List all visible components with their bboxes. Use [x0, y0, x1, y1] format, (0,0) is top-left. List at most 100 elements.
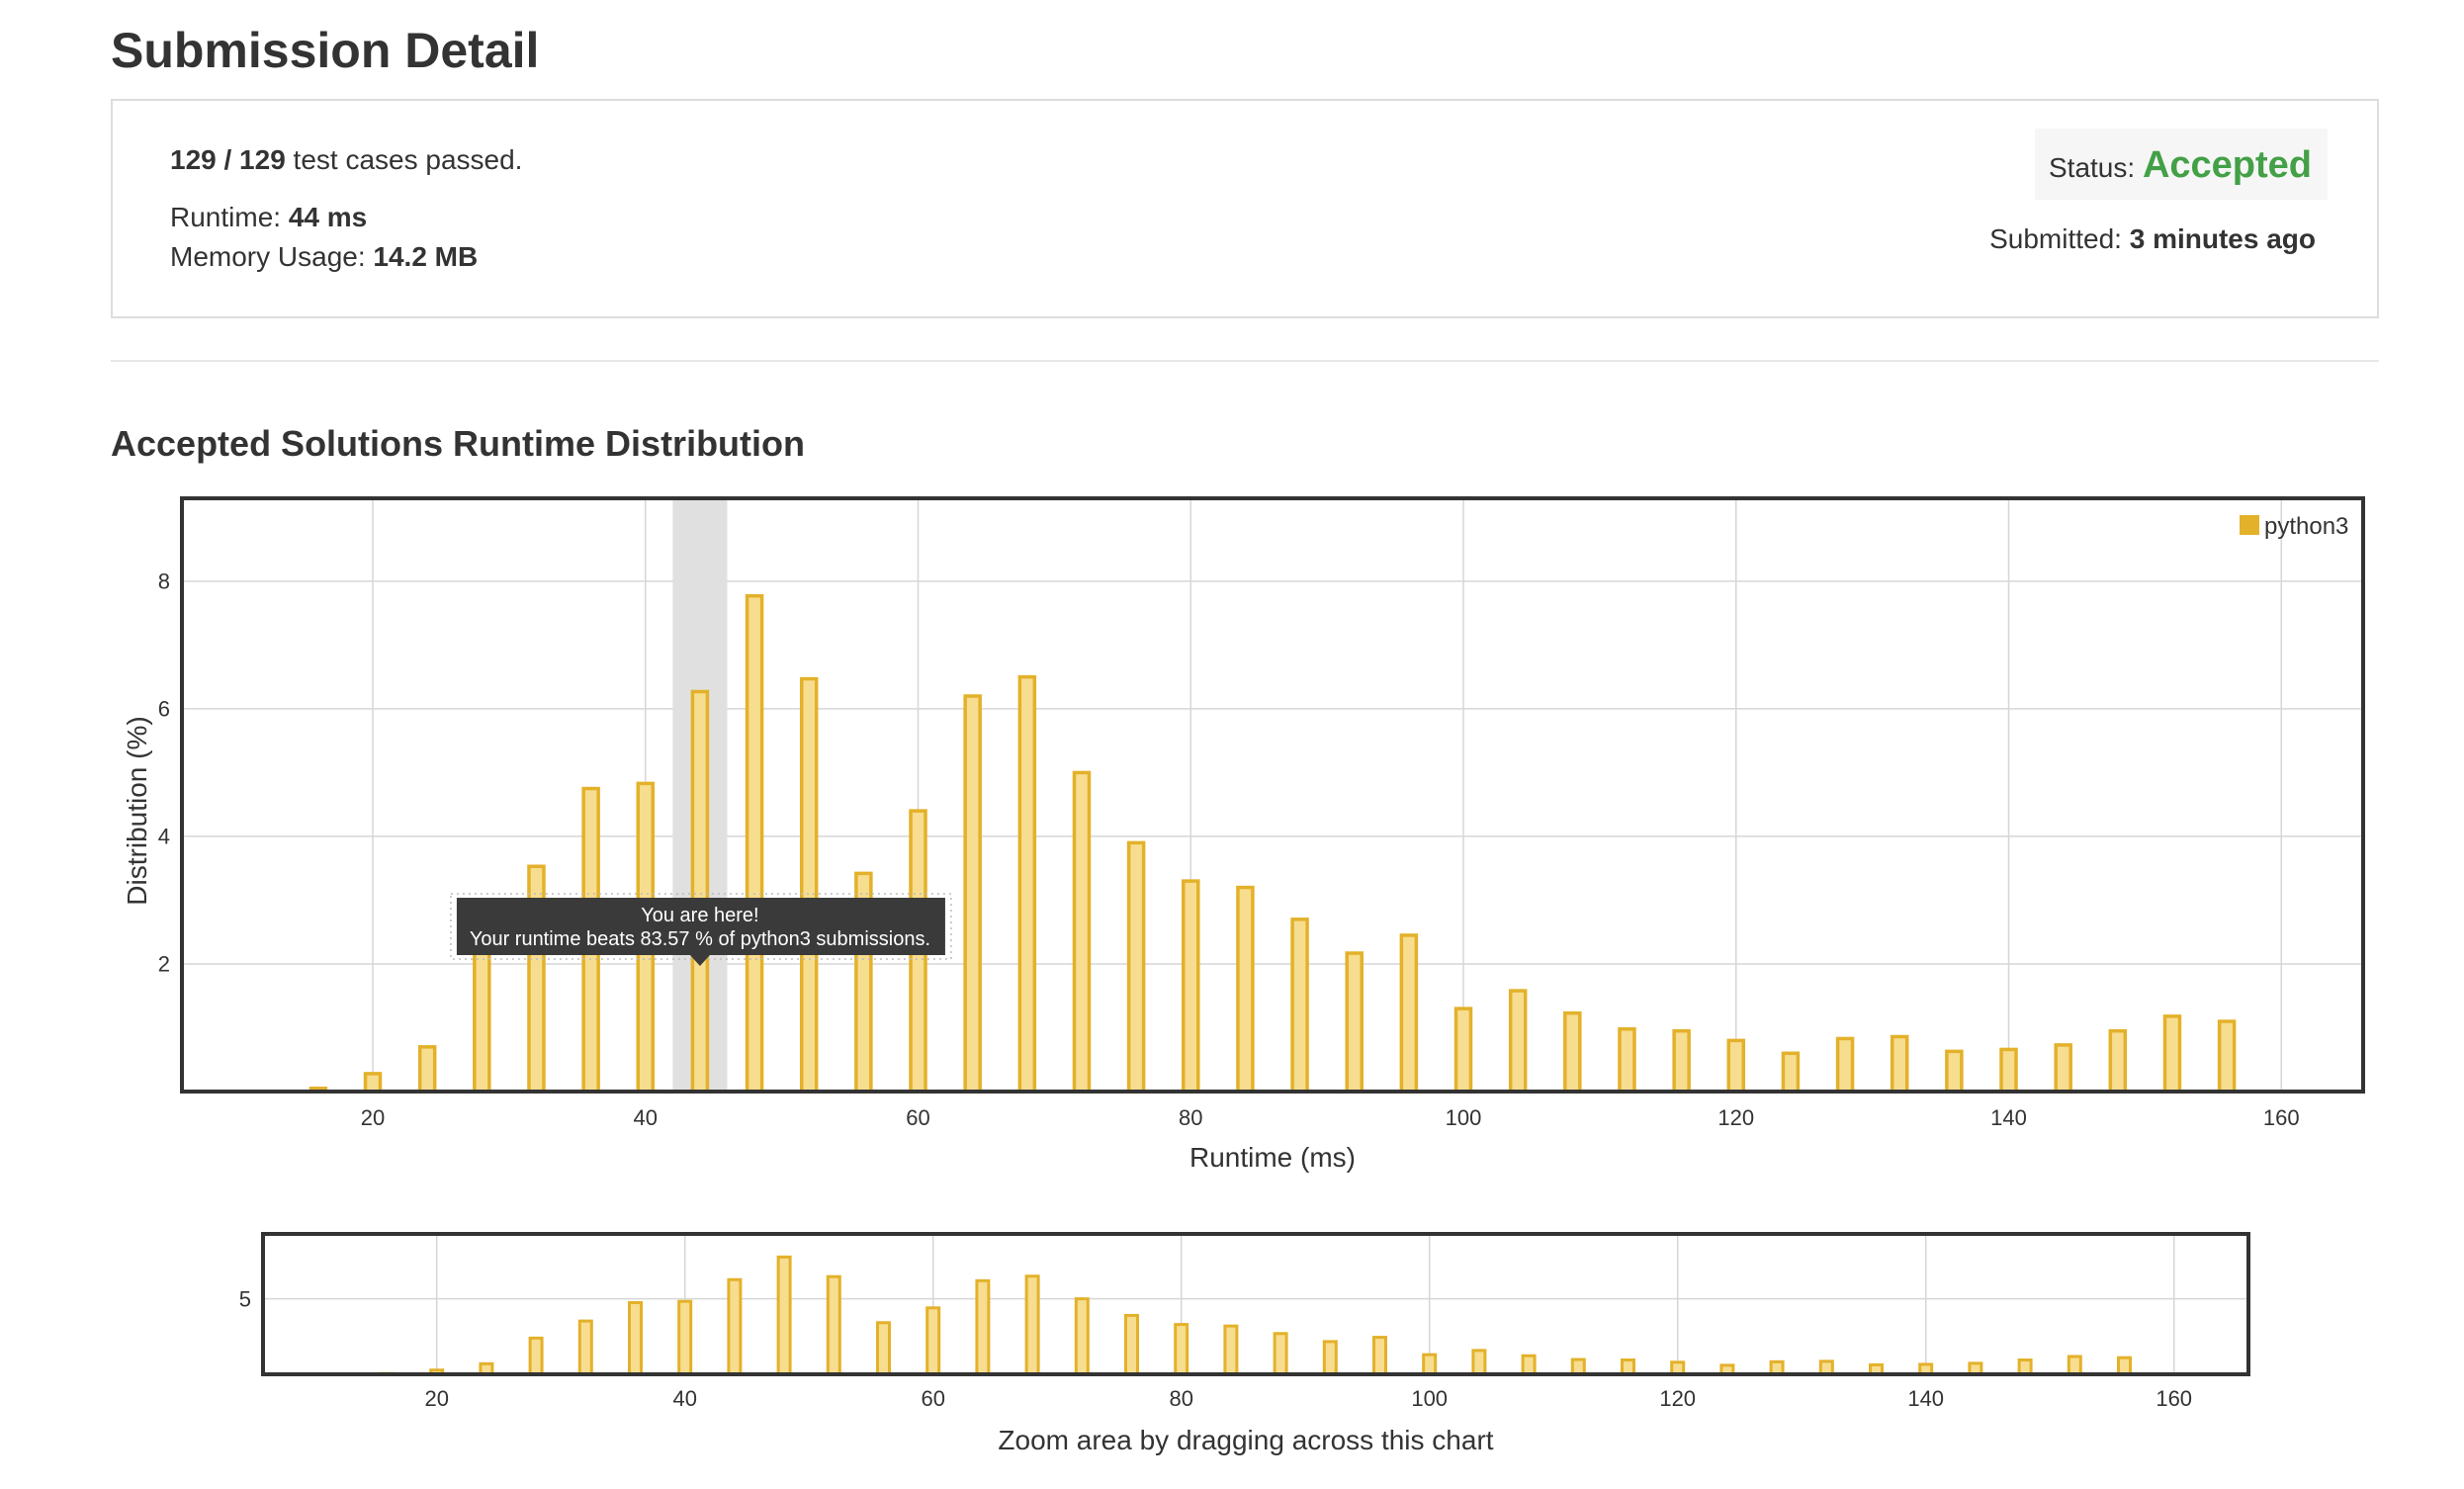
- main-chart-bar: [1672, 1028, 1691, 1094]
- main-chart-x-tick-label: 140: [1990, 1105, 2027, 1130]
- main-chart-x-tick-label: 100: [1446, 1105, 1482, 1130]
- main-chart-x-tick-label: 80: [1179, 1105, 1202, 1130]
- zoom-chart-bar: [2017, 1358, 2033, 1376]
- zoom-chart-bar: [628, 1300, 643, 1376]
- zoom-chart-bar: [876, 1321, 891, 1376]
- zoom-chart-x-tick-label: 100: [1411, 1386, 1448, 1411]
- zoom-chart-bar: [1422, 1353, 1438, 1376]
- main-chart-x-tick-label: 40: [634, 1105, 658, 1130]
- main-chart-bar: [1563, 1010, 1582, 1094]
- main-chart-bar: [1345, 951, 1364, 1094]
- main-chart-bar: [1017, 674, 1037, 1094]
- test-cases-suffix: test cases passed.: [285, 144, 523, 175]
- tooltip-text: Your runtime beats 83.57 % of python3 su…: [470, 928, 930, 950]
- zoom-chart-bar: [577, 1319, 593, 1376]
- main-chart-x-tick-label: 120: [1717, 1105, 1754, 1130]
- zoom-chart-x-tick-label: 160: [2156, 1386, 2192, 1411]
- main-chart-bar: [1236, 885, 1255, 1094]
- memory-line: Memory Usage: 14.2 MB: [170, 241, 478, 273]
- zoom-chart-bar: [975, 1278, 991, 1376]
- main-chart-y-tick-label: 4: [158, 825, 170, 849]
- zoom-chart-bar: [1372, 1336, 1387, 1376]
- zoom-instruction-label: Zoom area by dragging across this chart: [998, 1425, 1493, 1455]
- main-chart-bar: [1072, 770, 1092, 1094]
- status-box: Status: Accepted: [2035, 129, 2328, 200]
- submission-summary-panel: 129 / 129 test cases passed. Runtime: 44…: [111, 99, 2379, 318]
- zoom-chart-bar: [2117, 1356, 2132, 1376]
- zoom-chart-bar: [2067, 1355, 2082, 1376]
- zoom-chart-bar: [1124, 1313, 1139, 1376]
- zoom-chart-x-tick-label: 20: [424, 1386, 448, 1411]
- submitted-value: 3 minutes ago: [2129, 223, 2316, 254]
- zoom-chart-bar: [1621, 1358, 1635, 1376]
- main-chart-bar: [963, 694, 982, 1094]
- main-chart-bar: [1999, 1047, 2018, 1094]
- main-chart-bar: [1726, 1038, 1746, 1094]
- zoom-chart-bar: [1024, 1274, 1040, 1376]
- tooltip-outline: [450, 893, 952, 960]
- tooltip-box: [456, 898, 945, 955]
- y-axis-label: Distribution (%): [122, 716, 152, 905]
- runtime-tooltip: You are here!Your runtime beats 83.57 % …: [450, 893, 952, 966]
- main-chart-bar: [1399, 933, 1419, 1094]
- legend-swatch-python3: [2238, 513, 2261, 537]
- zoom-chart-y-tick-label: 5: [239, 1286, 251, 1311]
- main-chart-bar: [363, 1072, 383, 1094]
- section-divider: [111, 360, 2379, 362]
- zoom-chart-bar: [1174, 1323, 1189, 1376]
- zoom-chart-frame: [261, 1232, 2250, 1376]
- zoom-chart-bar: [1570, 1358, 1586, 1376]
- zoom-chart-bar: [1322, 1340, 1338, 1376]
- zoom-chart-bar: [528, 1336, 544, 1376]
- chart-legend: python3: [2238, 513, 2348, 540]
- zoom-chart-plot[interactable]: 20 40 60 80 100 120 140 160 5 Zoom area by draggi…: [239, 1232, 2250, 1455]
- test-cases-count: 129 / 129: [170, 144, 286, 175]
- zoom-chart-bar: [925, 1306, 941, 1376]
- main-chart-bar: [2054, 1043, 2072, 1094]
- main-chart-bar: [1945, 1049, 1964, 1094]
- main-chart-y-tick-label: 2: [158, 952, 170, 977]
- zoom-chart-bar: [826, 1274, 841, 1376]
- runtime-value: 44 ms: [288, 202, 368, 232]
- main-chart-y-tick-label: 8: [158, 569, 170, 594]
- zoom-chart-bar: [1471, 1349, 1487, 1376]
- test-cases-passed: 129 / 129 test cases passed.: [170, 144, 522, 176]
- zoom-chart-x-tick-label: 140: [1907, 1386, 1944, 1411]
- main-chart-bar: [1126, 840, 1146, 1094]
- zoom-chart-x-tick-label: 80: [1169, 1386, 1192, 1411]
- zoom-chart-bar: [727, 1277, 743, 1376]
- main-chart-bar: [1618, 1027, 1636, 1094]
- memory-label: Memory Usage:: [170, 241, 374, 272]
- main-chart-x-tick-label: 20: [361, 1105, 385, 1130]
- zoom-chart-bar: [776, 1255, 792, 1376]
- main-chart-bar: [2217, 1019, 2237, 1094]
- main-chart-bar: [690, 689, 710, 1094]
- memory-value: 14.2 MB: [373, 241, 479, 272]
- tooltip-arrow: [689, 955, 710, 966]
- main-chart-bar: [1781, 1051, 1801, 1094]
- status-label: Status:: [2049, 152, 2143, 183]
- main-chart-bar: [2108, 1028, 2128, 1094]
- main-chart-y-tick-label: 6: [158, 697, 170, 722]
- main-chart-bar: [473, 936, 491, 1094]
- submitted-line: Submitted: 3 minutes ago: [1989, 223, 2316, 255]
- zoom-chart-x-tick-label: 40: [672, 1386, 696, 1411]
- main-chart-bar: [417, 1045, 437, 1094]
- runtime-label: Runtime:: [170, 202, 289, 232]
- x-axis-label: Runtime (ms): [1189, 1142, 1356, 1173]
- tooltip-title: You are here!: [641, 905, 758, 926]
- zoom-chart-bar: [1521, 1354, 1537, 1376]
- submitted-label: Submitted:: [1989, 223, 2130, 254]
- main-chart-x-tick-label: 60: [906, 1105, 929, 1130]
- status-accepted[interactable]: Accepted: [2142, 144, 2312, 186]
- main-chart-bar: [1508, 989, 1528, 1094]
- runtime-line: Runtime: 44 ms: [170, 202, 367, 233]
- zoom-chart-x-tick-label: 120: [1659, 1386, 1696, 1411]
- main-chart-plot: 20 40 60 80 100 120 140 160 2 4 6 8 Runtime (ms) Dist…: [122, 496, 2365, 1173]
- zoom-chart-bar: [677, 1299, 693, 1376]
- zoom-chart-bar: [1074, 1297, 1090, 1376]
- zoom-chart-x-tick-label: 60: [921, 1386, 944, 1411]
- main-chart-x-tick-label: 160: [2263, 1105, 2300, 1130]
- main-chart-bar: [2162, 1014, 2182, 1094]
